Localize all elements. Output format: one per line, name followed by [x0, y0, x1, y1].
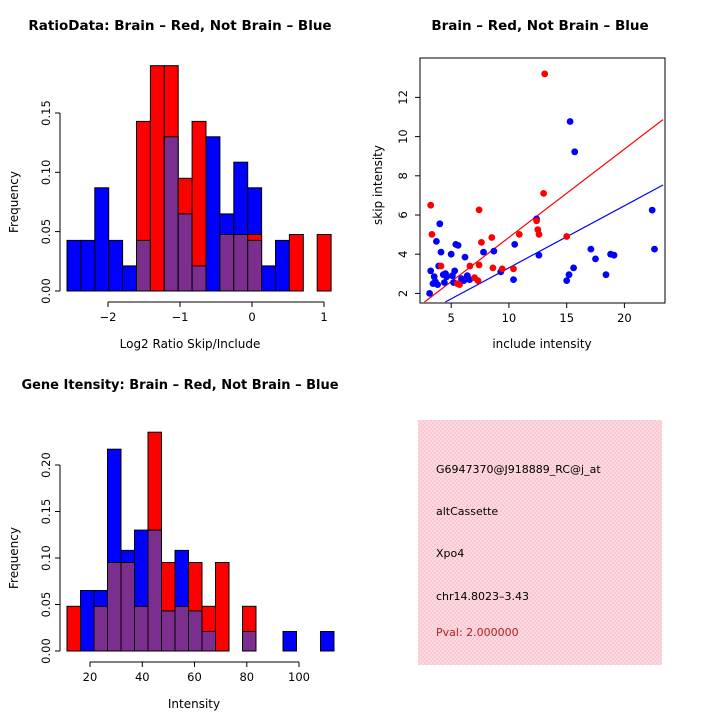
- scatter-xtick-20: 20: [617, 311, 632, 325]
- info-gene-symbol: Xpo4: [436, 547, 465, 560]
- ratio-xtick-1: 1: [320, 310, 327, 324]
- gene-ytick-0.20: 0.20: [39, 452, 53, 478]
- info-probe-id: G6947370@J918889_RC@j_at: [436, 463, 601, 476]
- ratio-y-axis-title: Frequency: [7, 171, 21, 233]
- info-locus: chr14.8023–3.43: [436, 590, 530, 603]
- ratio-xtick-0: 0: [248, 310, 255, 324]
- ratio-xtick--2: −2: [100, 310, 117, 324]
- panel-gene-histogram: Gene Itensity: Brain – Red, Not Brain – …: [0, 360, 360, 720]
- ratio-ytick-0.15: 0.15: [39, 100, 53, 126]
- gene-ytick-0.05: 0.05: [39, 592, 53, 618]
- info-pval: Pval: 2.000000: [436, 626, 519, 639]
- gene-histogram-title: Gene Itensity: Brain – Red, Not Brain – …: [21, 378, 339, 393]
- gene-ytick-0.15: 0.15: [39, 499, 53, 525]
- scatter-ytick-8: 8: [396, 172, 410, 179]
- panel-scatter: Brain – Red, Not Brain – Blue 2 4 6 8 10…: [360, 0, 720, 360]
- scatter-points-brain: [427, 70, 571, 288]
- panel-ratio-histogram: RatioData: Brain – Red, Not Brain – Blue…: [0, 0, 360, 360]
- gene-ytick-0.10: 0.10: [39, 545, 53, 571]
- ratio-x-axis-title: Log2 Ratio Skip/Include: [120, 337, 261, 351]
- gene-histogram-svg: 0.20 0.15 0.10 0.05 0.00 Frequency: [7, 431, 335, 711]
- ratio-ytick-0.10: 0.10: [39, 159, 53, 185]
- scatter-points-not-brain: [426, 118, 658, 297]
- ratio-histogram-svg: 0.15 0.10 0.05 0.00 Frequency: [7, 65, 332, 351]
- scatter-ytick-2: 2: [396, 290, 410, 297]
- scatter-xtick-10: 10: [502, 311, 517, 325]
- scatter-fit-lines: [424, 119, 664, 303]
- scatter-y-axis-title: skip intensity: [371, 145, 385, 225]
- scatter-ytick-12: 12: [396, 90, 410, 105]
- scatter-xtick-15: 15: [559, 311, 574, 325]
- scatter-x-axis-title: include intensity: [492, 337, 591, 351]
- gene-xtick-20: 20: [83, 670, 98, 684]
- gene-y-axis-title: Frequency: [7, 527, 21, 589]
- gene-ytick-0.00: 0.00: [39, 638, 53, 664]
- ratio-ytick-0.05: 0.05: [39, 219, 53, 245]
- ratio-histogram-title: RatioData: Brain – Red, Not Brain – Blue: [28, 18, 332, 34]
- ratio-xtick--1: −1: [172, 310, 189, 324]
- gene-xtick-100: 100: [288, 670, 310, 684]
- info-background-box: G6947370@J918889_RC@j_at altCassette Xpo…: [418, 420, 662, 665]
- scatter-ytick-10: 10: [396, 129, 410, 144]
- gene-xtick-60: 60: [187, 670, 202, 684]
- ratio-ytick-0.00: 0.00: [39, 278, 53, 304]
- gene-xtick-40: 40: [135, 670, 150, 684]
- ratio-histogram-bars: [66, 65, 332, 292]
- scatter-ytick-6: 6: [396, 211, 410, 218]
- scatter-title: Brain – Red, Not Brain – Blue: [431, 18, 649, 34]
- gene-xtick-80: 80: [239, 670, 254, 684]
- gene-x-axis-title: Intensity: [168, 697, 220, 711]
- scatter-xtick-5: 5: [448, 311, 455, 325]
- gene-histogram-bars: [66, 431, 335, 652]
- scatter-svg: 2 4 6 8 10 12 skip intensity 5 10 15 20 …: [371, 57, 666, 351]
- panel-info: G6947370@J918889_RC@j_at altCassette Xpo…: [360, 360, 720, 720]
- scatter-ytick-4: 4: [396, 251, 410, 258]
- info-event-type: altCassette: [436, 505, 499, 518]
